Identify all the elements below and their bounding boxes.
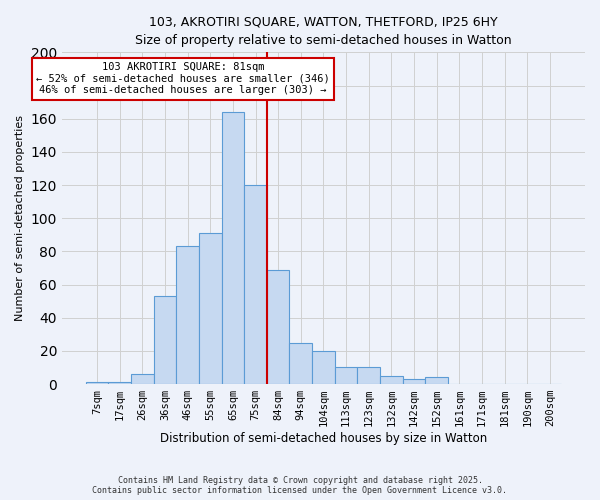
Bar <box>244 185 267 384</box>
Bar <box>109 382 131 384</box>
X-axis label: Distribution of semi-detached houses by size in Watton: Distribution of semi-detached houses by … <box>160 432 487 445</box>
Bar <box>199 233 221 384</box>
Bar <box>176 246 199 384</box>
Bar <box>267 270 289 384</box>
Bar <box>131 374 154 384</box>
Text: Contains HM Land Registry data © Crown copyright and database right 2025.
Contai: Contains HM Land Registry data © Crown c… <box>92 476 508 495</box>
Bar <box>403 379 425 384</box>
Text: 103 AKROTIRI SQUARE: 81sqm
← 52% of semi-detached houses are smaller (346)
46% o: 103 AKROTIRI SQUARE: 81sqm ← 52% of semi… <box>36 62 330 96</box>
Bar <box>335 368 358 384</box>
Bar <box>312 351 335 384</box>
Bar <box>380 376 403 384</box>
Bar <box>154 296 176 384</box>
Bar <box>86 382 109 384</box>
Bar <box>425 378 448 384</box>
Bar <box>358 368 380 384</box>
Y-axis label: Number of semi-detached properties: Number of semi-detached properties <box>15 115 25 321</box>
Title: 103, AKROTIRI SQUARE, WATTON, THETFORD, IP25 6HY
Size of property relative to se: 103, AKROTIRI SQUARE, WATTON, THETFORD, … <box>135 15 512 47</box>
Bar <box>221 112 244 384</box>
Bar <box>289 342 312 384</box>
